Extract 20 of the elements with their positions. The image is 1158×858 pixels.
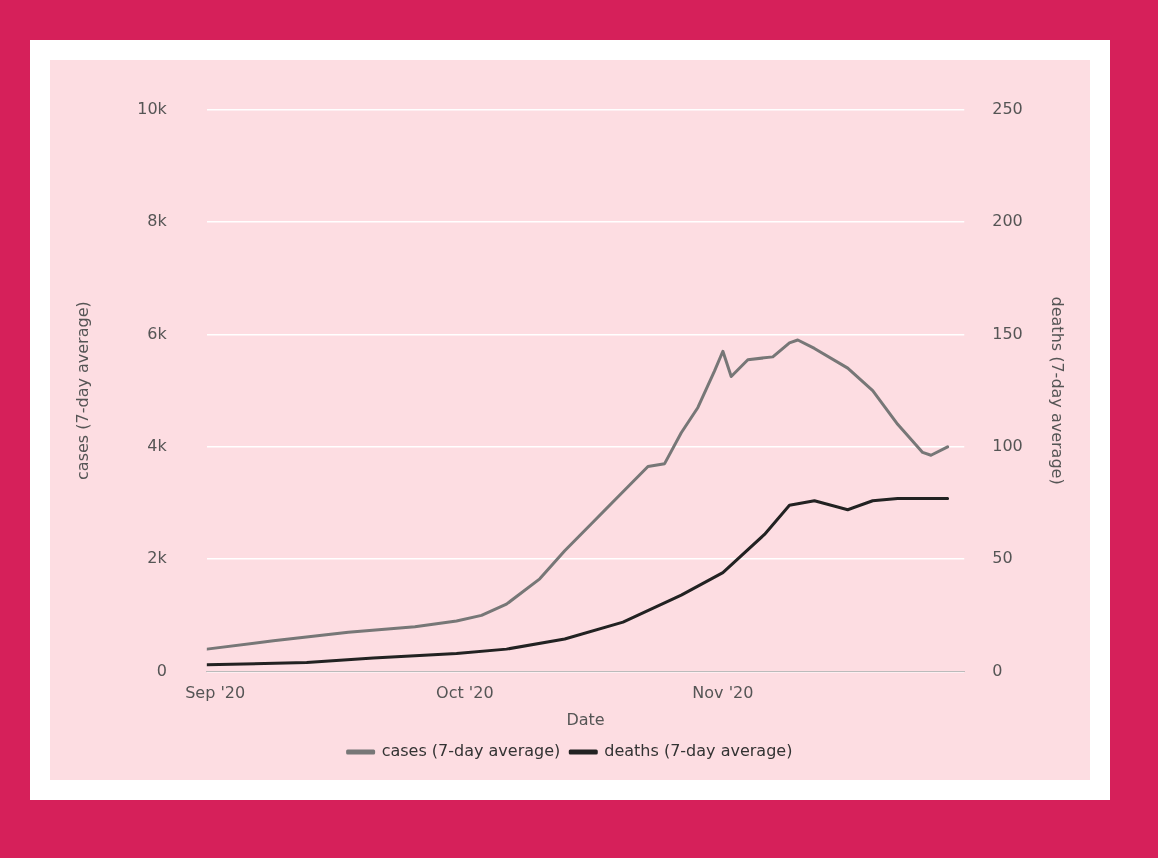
- y2-tick-label: 150: [992, 323, 1023, 343]
- y-tick-label: 2k: [147, 548, 168, 568]
- y-tick-label: 4k: [147, 435, 168, 455]
- y2-tick-label: 100: [992, 435, 1023, 455]
- y-axis-title: cases (7-day average): [72, 301, 92, 480]
- y2-tick-label: 50: [992, 548, 1013, 568]
- y2-tick-label: 250: [992, 98, 1023, 118]
- y-tick-label: 0: [156, 660, 167, 680]
- legend-label: cases (7-day average): [381, 741, 561, 761]
- x-tick-label: Nov '20: [692, 683, 754, 703]
- y2-tick-label: 200: [992, 211, 1023, 231]
- x-tick-label: Sep '20: [185, 683, 246, 703]
- x-axis-title: Date: [566, 709, 605, 729]
- y-tick-label: 8k: [147, 211, 168, 231]
- y-tick-label: 6k: [147, 323, 168, 343]
- legend-label: deaths (7-day average): [604, 741, 793, 761]
- x-tick-label: Oct '20: [436, 683, 494, 703]
- y2-axis-title: deaths (7-day average): [1048, 296, 1068, 485]
- y2-tick-label: 0: [992, 660, 1003, 680]
- y-tick-label: 10k: [137, 98, 168, 118]
